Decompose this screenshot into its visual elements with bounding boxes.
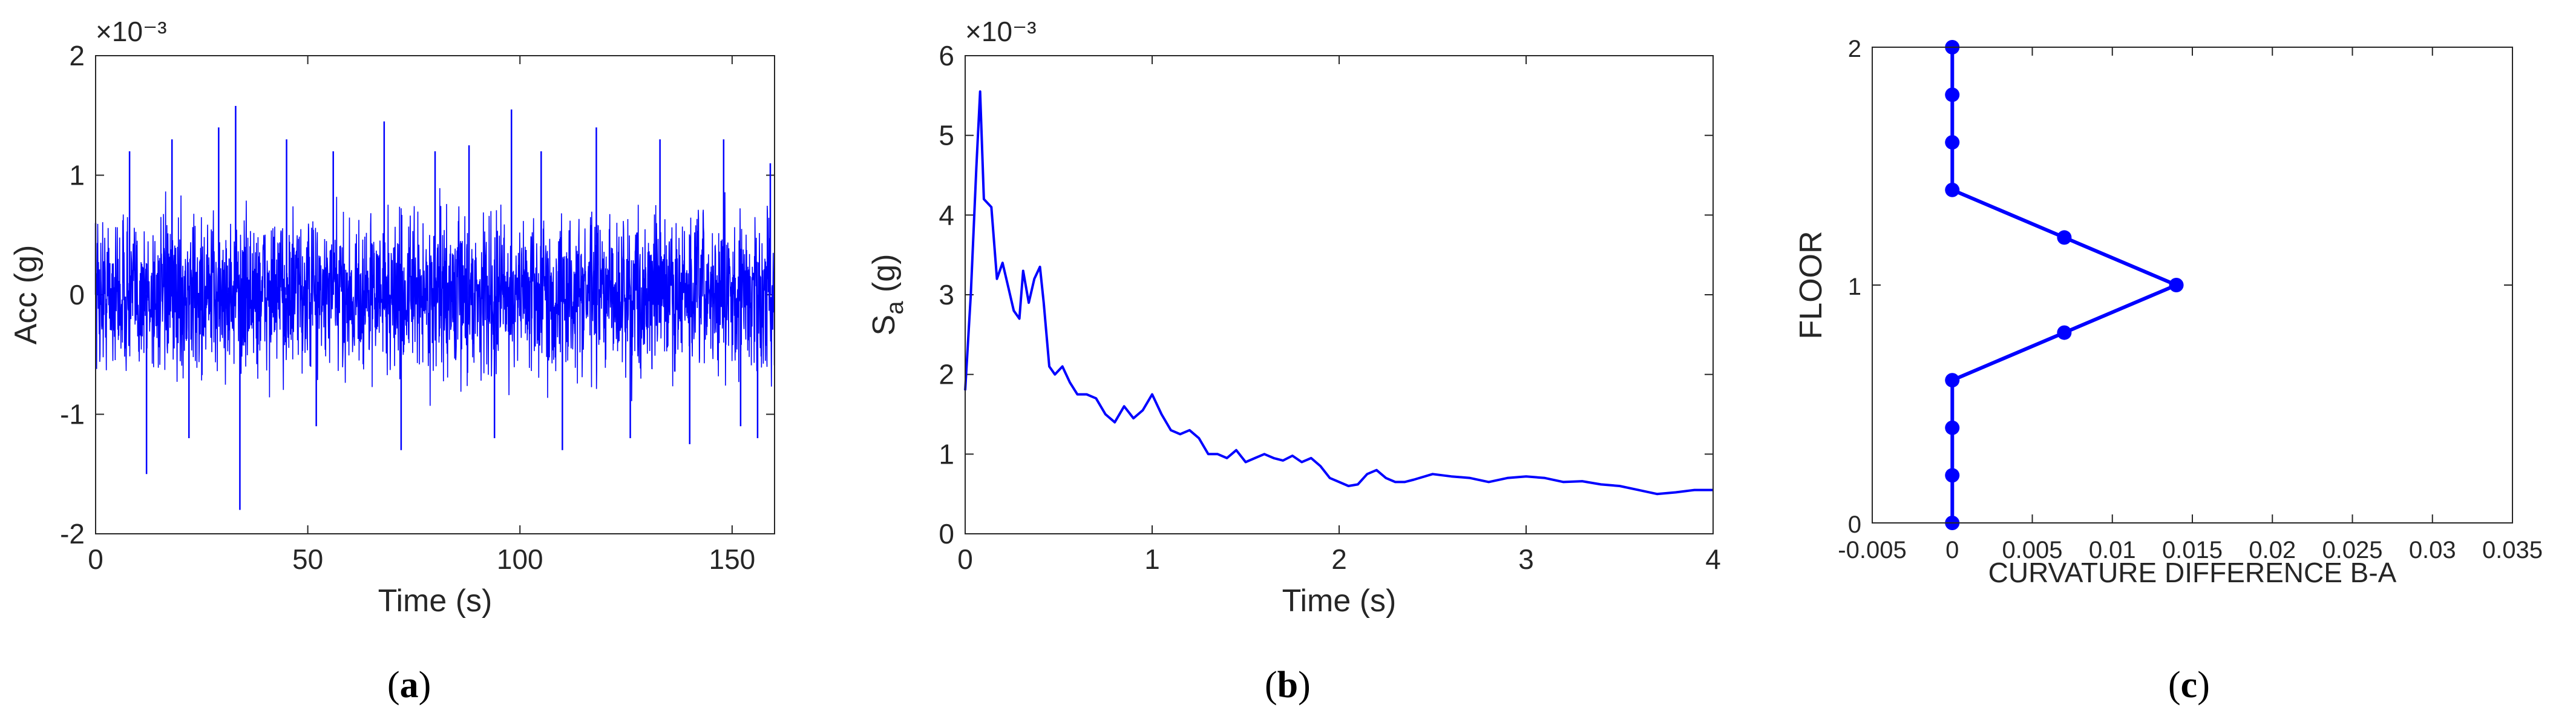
panel-a-xtick-label: 0 [88, 543, 103, 575]
panel-b-ytick-label: 3 [939, 279, 954, 310]
panel-c-caption-open: ( [2168, 665, 2181, 706]
panel-c-ticks: -0.005 0 0.005 0.01 0.015 0.02 0.025 0.03 0.0350… [1838, 36, 2543, 563]
panel-c-data-point [2169, 278, 2184, 292]
panel-b-ytick-label: 6 [939, 40, 954, 71]
panel-b-exponent: ×10⁻³ [965, 16, 1037, 47]
panel-b-ytick-label: 4 [939, 199, 954, 231]
panel-c-xtick-label: 0.025 [2322, 537, 2382, 563]
panel-c-ylabel: FLOOR [1794, 231, 1829, 339]
panel-b-plot-frame-top [965, 55, 1714, 534]
panel-c-xlabel: CURVATURE DIFFERENCE B-A [1988, 557, 2397, 588]
panel-b-xtick-label: 0 [957, 543, 973, 575]
panel-b-ytick-label: 1 [939, 438, 954, 470]
panel-c-xtick-label: 0.035 [2482, 537, 2543, 563]
panel-b-xtick-label: 4 [1705, 543, 1721, 575]
panel-c-xtick-label: 0.02 [2249, 537, 2296, 563]
panel-a-ticks: 0 50 100 150 -2 -1 0 1 2 [60, 40, 775, 575]
panel-b-ytick-label: 5 [939, 120, 954, 151]
panel-a-series-line [95, 188, 775, 406]
panel-c-plot-frame [1872, 47, 2513, 524]
panel-c-data-point [2057, 325, 2072, 340]
panel-c-caption-letter: c [2181, 665, 2198, 706]
panel-c-caption-close: ) [2197, 665, 2210, 706]
panel-c-data-point [1945, 182, 1960, 197]
panel-c-data-point [1945, 420, 1960, 435]
panel-b: 0 1 2 3 4 0 1 2 3 4 5 6 ×10⁻³ Time (s) Sa (g) (b) [867, 16, 1721, 706]
panel-a-ytick-label: 1 [69, 160, 85, 191]
panel-c-xtick-label: 0.015 [2162, 537, 2223, 563]
panel-c-xtick-label: 0.005 [2002, 537, 2062, 563]
panel-b-ylabel-main: S [867, 315, 902, 336]
panel-a-exponent: ×10⁻³ [96, 16, 167, 47]
panel-b-caption-open: ( [1265, 665, 1277, 706]
panel-c-plot-frame-top [1872, 47, 2513, 524]
panel-b-ytick-label: 2 [939, 359, 954, 390]
panel-a-caption-letter: a [400, 665, 419, 706]
panel-c: -0.005 0 0.005 0.01 0.015 0.02 0.025 0.03 0.0350… [1794, 36, 2543, 706]
panel-a-caption: (a) [387, 665, 431, 706]
panel-c-data-point [1945, 87, 1960, 102]
panel-b-caption-close: ) [1298, 665, 1311, 706]
panel-b-series [964, 90, 1713, 496]
panel-c-ytick-label: 0 [1848, 511, 1861, 538]
panel-a-xtick-label: 100 [497, 543, 543, 575]
panel-a-ytick-label: 2 [69, 40, 85, 71]
panel-c-caption: (c) [2168, 665, 2210, 706]
panel-b-caption-letter: b [1277, 665, 1298, 706]
panel-a-ytick-label: 0 [69, 279, 85, 310]
panel-a-ytick-label: -1 [60, 399, 85, 430]
panel-b-ylabel: Sa (g) [867, 254, 908, 336]
panel-b-plot-frame [965, 55, 1714, 534]
panel-b-series-line [964, 90, 1713, 496]
panel-a-xlabel: Time (s) [378, 583, 493, 619]
panel-b-ylabel-unit: (g) [867, 254, 902, 301]
panel-c-xtick-label: 0.03 [2409, 537, 2456, 563]
panel-b-xtick-label: 2 [1331, 543, 1347, 575]
panel-b-xlabel: Time (s) [1282, 583, 1397, 619]
panel-c-data-point [1945, 468, 1960, 483]
panel-a-ylabel: Acc (g) [8, 245, 44, 345]
panel-b-ylabel-sub: a [882, 301, 908, 315]
panel-a-caption-open: ( [387, 665, 400, 706]
panel-c-xtick-label: 0 [1945, 537, 1959, 563]
panel-c-ytick-label: 1 [1848, 274, 1861, 300]
panel-b-xtick-label: 3 [1518, 543, 1534, 575]
panel-c-data-point [1945, 135, 1960, 150]
panel-c-xtick-label: -0.005 [1838, 537, 1906, 563]
panel-b-caption: (b) [1265, 665, 1311, 706]
panel-c-data-point [1945, 373, 1960, 388]
panel-b-ytick-label: 0 [939, 518, 954, 550]
panel-a-xtick-label: 150 [709, 543, 756, 575]
panel-b-ticks: 0 1 2 3 4 0 1 2 3 4 5 6 [939, 40, 1720, 575]
panel-b-xtick-label: 1 [1144, 543, 1160, 575]
panel-a-plot-frame-top [95, 55, 775, 534]
panel-c-xtick-label: 0.01 [2089, 537, 2136, 563]
panel-a-ytick-label: -2 [60, 518, 85, 550]
panel-a-caption-close: ) [419, 665, 431, 706]
panel-c-data-point [2057, 230, 2072, 245]
panel-c-ytick-label: 2 [1848, 36, 1861, 62]
panel-a-xtick-label: 50 [292, 543, 323, 575]
